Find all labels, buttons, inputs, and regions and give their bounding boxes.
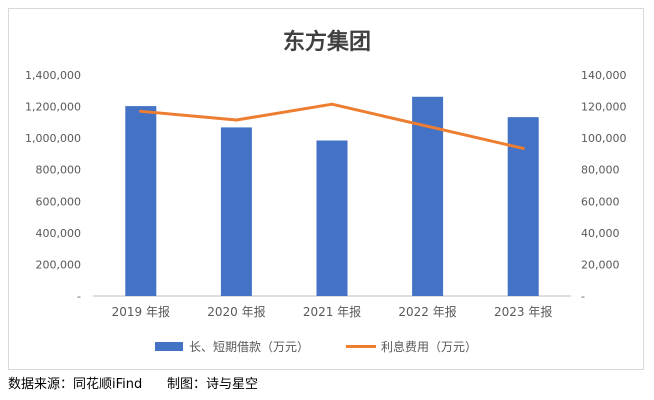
legend-label-borrowings: 长、短期借款（万元） [189,340,309,354]
left-axis-tick-label: 1,000,000 [25,132,81,145]
chart-title: 东方集团 [283,29,371,55]
left-axis-tick-label: 400,000 [36,227,82,240]
line-point-interest-expense [330,102,334,106]
chart-credit-text: 制图：诗与星空 [167,377,259,392]
right-axis-tick-label: 140,000 [581,69,627,82]
chart-frame: 东方集团 - 200,000 400,000 600,000 800,000 1,000,… [8,8,644,370]
x-axis-label: 2022 年报 [398,304,456,319]
line-point-interest-expense [521,146,525,150]
right-axis-tick-label: 40,000 [581,227,620,240]
left-axis-tick-label: 1,200,000 [25,101,81,114]
combo-chart: 东方集团 - 200,000 400,000 600,000 800,000 1,000,… [25,29,627,354]
right-axis-tick-label: 100,000 [581,132,627,145]
right-axis-tick-label: 120,000 [581,101,627,114]
line-point-interest-expense [426,124,430,128]
x-axis-label: 2020 年报 [207,304,265,319]
line-point-interest-expense [139,109,143,113]
right-axis-tick-label: 60,000 [581,195,620,208]
left-axis-tick-label: 1,400,000 [25,69,81,82]
x-axis-label: 2021 年报 [303,304,361,319]
x-axis-label: 2023 年报 [494,304,552,319]
left-axis-tick-label: 800,000 [36,164,82,177]
left-axis-tick-label: 600,000 [36,195,82,208]
bar-borrowings [220,127,252,296]
data-source-text: 数据来源：同花顺iFind [8,377,143,392]
right-axis-tick-label: 20,000 [581,258,620,271]
legend-swatch-borrowings [155,342,183,351]
bar-borrowings [316,140,348,296]
left-axis-tick-label: - [77,290,81,303]
legend-label-interest-expense: 利息费用（万元） [381,339,477,354]
x-axis-label: 2019 年报 [112,304,170,319]
right-axis-tick-label: - [581,290,585,303]
right-axis-tick-label: 80,000 [581,164,620,177]
bar-borrowings [507,117,539,296]
left-axis-tick-label: 200,000 [36,258,82,271]
line-point-interest-expense [234,118,238,122]
bar-borrowings [125,106,157,296]
source-line: 数据来源：同花顺iFind 制图：诗与星空 [8,374,648,396]
